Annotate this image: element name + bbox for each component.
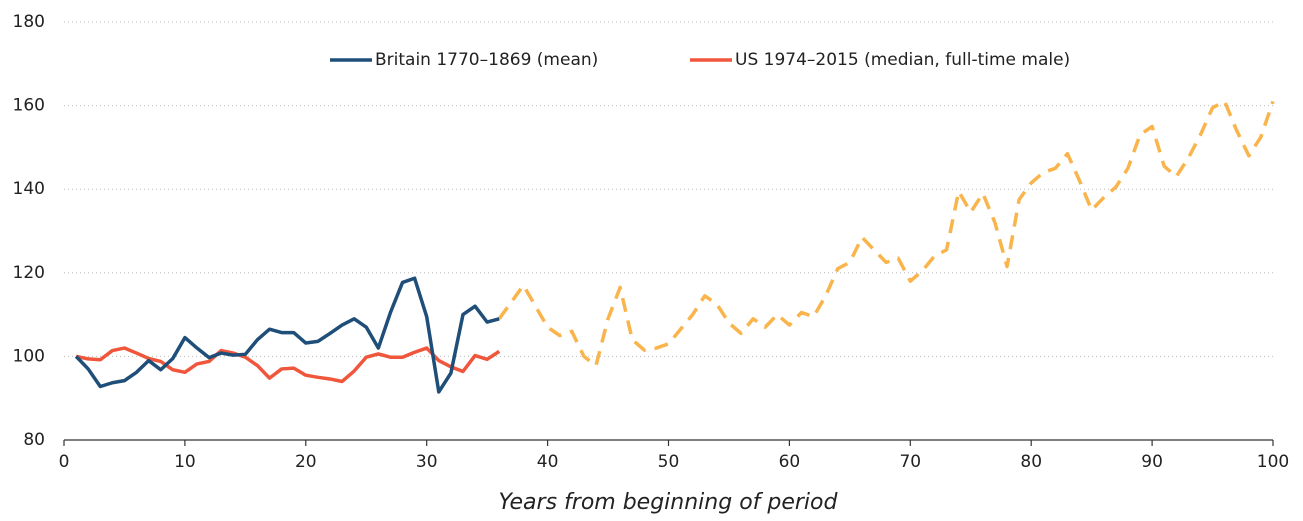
y-tick-label: 180 xyxy=(13,12,45,32)
y-tick-label: 100 xyxy=(13,346,45,366)
x-tick-label: 70 xyxy=(899,452,921,472)
y-tick-label: 160 xyxy=(13,96,45,116)
y-tick-label: 120 xyxy=(13,263,45,283)
series-line xyxy=(74,276,500,394)
x-tick-label: 100 xyxy=(1257,452,1289,472)
x-tick-label: 10 xyxy=(174,452,196,472)
x-tick-label: 20 xyxy=(295,452,317,472)
legend-label: Britain 1770–1869 (mean) xyxy=(375,50,598,70)
y-tick-label: 140 xyxy=(13,179,45,199)
x-tick-label: 0 xyxy=(59,452,70,472)
x-tick-label: 30 xyxy=(416,452,438,472)
series-line xyxy=(497,99,1275,368)
series-line xyxy=(75,346,501,384)
x-tick-label: 60 xyxy=(779,452,801,472)
y-tick-label: 80 xyxy=(23,430,45,450)
x-tick-label: 80 xyxy=(1020,452,1042,472)
x-tick-label: 50 xyxy=(658,452,680,472)
legend-label: US 1974–2015 (median, full-time male) xyxy=(735,50,1070,70)
x-axis-label: Years from beginning of period xyxy=(499,490,839,515)
x-tick-label: 40 xyxy=(537,452,559,472)
x-tick-label: 90 xyxy=(1141,452,1163,472)
